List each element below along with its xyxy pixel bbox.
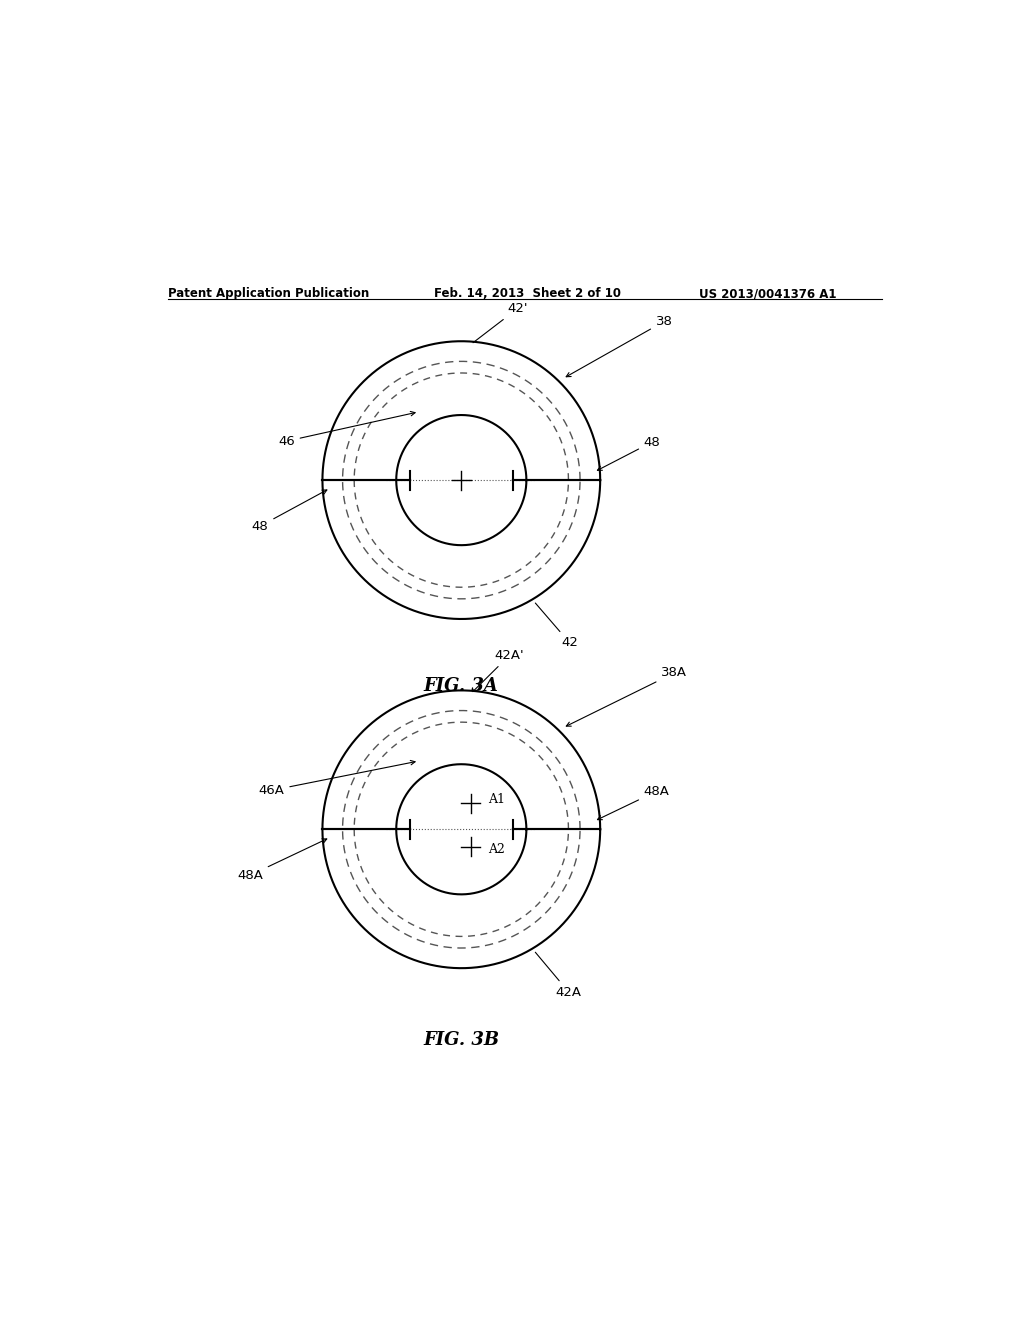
Text: 38: 38 <box>566 315 673 376</box>
Text: A1: A1 <box>488 793 505 807</box>
Text: A2: A2 <box>488 843 505 857</box>
Text: 48A: 48A <box>237 838 327 882</box>
Text: 42': 42' <box>473 302 527 343</box>
Text: US 2013/0041376 A1: US 2013/0041376 A1 <box>699 288 837 300</box>
Text: Patent Application Publication: Patent Application Publication <box>168 288 369 300</box>
Text: FIG. 3B: FIG. 3B <box>423 1031 500 1048</box>
Text: 38A: 38A <box>566 667 687 726</box>
Text: FIG. 3A: FIG. 3A <box>424 677 499 696</box>
Text: 46: 46 <box>278 412 415 447</box>
Text: 42A: 42A <box>536 952 582 999</box>
Text: 42A': 42A' <box>473 649 524 692</box>
Text: 48: 48 <box>252 490 327 533</box>
Text: 48A: 48A <box>597 784 670 820</box>
Text: 48: 48 <box>597 436 660 470</box>
Text: 42: 42 <box>536 603 579 649</box>
Text: Feb. 14, 2013  Sheet 2 of 10: Feb. 14, 2013 Sheet 2 of 10 <box>433 288 621 300</box>
Text: 46A: 46A <box>258 760 415 797</box>
